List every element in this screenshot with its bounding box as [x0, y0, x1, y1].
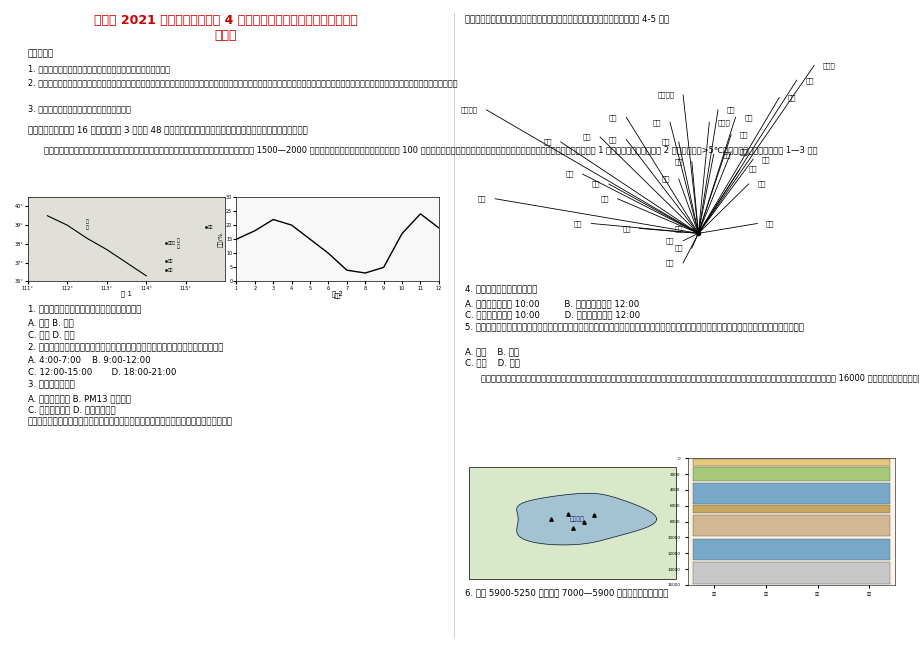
- Text: 长沙: 长沙: [661, 176, 669, 182]
- Text: A. 气温显著下降 B. PM13 浓度下降: A. 气温显著下降 B. PM13 浓度下降: [28, 394, 130, 403]
- Text: 海口: 海口: [665, 260, 674, 266]
- Text: C. 12:00-15:00       D. 18:00-21:00: C. 12:00-15:00 D. 18:00-21:00: [28, 368, 176, 377]
- Text: C. 西北    D. 西南: C. 西北 D. 西南: [464, 359, 519, 368]
- Text: 石家庄: 石家庄: [168, 241, 176, 245]
- Polygon shape: [516, 493, 656, 545]
- Text: 长春: 长春: [805, 77, 813, 83]
- Bar: [693, 515, 889, 536]
- Text: 茶卡盐湖: 茶卡盐湖: [569, 516, 584, 522]
- Text: 影子起点对齐再叠置到一起，终点正好显示了各个城市的相对位置。据此完成 4-5 题。: 影子起点对齐再叠置到一起，终点正好显示了各个城市的相对位置。据此完成 4-5 题…: [464, 14, 668, 23]
- Text: 杭州: 杭州: [748, 166, 756, 172]
- Text: C. 降水概率增加 D. 湿度明显升高: C. 降水概率增加 D. 湿度明显升高: [28, 406, 115, 415]
- Text: 济南: 济南: [739, 131, 747, 138]
- Text: 澳门: 澳门: [665, 237, 674, 244]
- Text: （一）: （一）: [214, 29, 236, 42]
- Text: 3. 焚风出现时（）: 3. 焚风出现时（）: [28, 380, 74, 389]
- Text: 福州: 福州: [756, 181, 765, 187]
- Text: 图 1: 图 1: [121, 291, 131, 298]
- Bar: [693, 467, 889, 481]
- Text: 石家庄: 石家庄: [718, 119, 730, 125]
- Text: A. 4:00-7:00    B. 9:00-12:00: A. 4:00-7:00 B. 9:00-12:00: [28, 356, 150, 365]
- Text: A. 春季 B. 夏季: A. 春季 B. 夏季: [28, 318, 74, 328]
- Text: 邢台: 邢台: [168, 259, 173, 263]
- Bar: [693, 562, 889, 584]
- Bar: [693, 506, 889, 514]
- Bar: [693, 483, 889, 504]
- Text: 河北省 2021 届高三地理下学期 4 月学业水平等级考试（模拟卷）试题: 河北省 2021 届高三地理下学期 4 月学业水平等级考试（模拟卷）试题: [94, 14, 357, 27]
- Text: 注意事项：: 注意事项：: [28, 49, 54, 58]
- FancyBboxPatch shape: [469, 467, 675, 578]
- Text: 哈尔滨: 哈尔滨: [823, 62, 834, 69]
- Text: 香港: 香港: [674, 245, 682, 252]
- Text: 北京: 北京: [726, 107, 734, 113]
- Text: 1. 答卷前，考生务必将自己的姓名、准考证号填写在答题卡上。: 1. 答卷前，考生务必将自己的姓名、准考证号填写在答题卡上。: [28, 64, 169, 73]
- Text: 武汉: 武汉: [674, 159, 682, 165]
- Text: 1. 河北中南部地区焚风出现频率最高的季节是（: 1. 河北中南部地区焚风出现频率最高的季节是（: [28, 304, 141, 313]
- Text: 保定: 保定: [208, 225, 212, 229]
- Text: C. 秋季 D. 冬季: C. 秋季 D. 冬季: [28, 330, 74, 339]
- Text: 重庆: 重庆: [591, 181, 599, 187]
- Text: 乌鲁木齐: 乌鲁木齐: [460, 107, 477, 113]
- Text: 一、选择题：本题共 16 小题，每小题 3 分，共 48 分。在每小题给出的四个选项中，只有一项是符合题目要求的。: 一、选择题：本题共 16 小题，每小题 3 分，共 48 分。在每小题给出的四个…: [28, 125, 307, 135]
- Text: C. 秋分日北京时间 10:00         D. 冬至日北京时间 12:00: C. 秋分日北京时间 10:00 D. 冬至日北京时间 12:00: [464, 311, 639, 320]
- Bar: [693, 539, 889, 560]
- Y-axis label: 频率/%: 频率/%: [218, 231, 223, 247]
- Text: 南宁: 南宁: [621, 225, 630, 231]
- Text: 成都: 成都: [565, 171, 573, 177]
- Text: 茶卡盐湖位于柴达木盆地的最东段，祁连山南缘山间自流小盆地内（如左图）。科研小组通过钻孔研究盐湖盐类矿物、碳酸盐矿物、碎屑岩矿物，揭示了该湖距今 16000 年以: 茶卡盐湖位于柴达木盆地的最东段，祁连山南缘山间自流小盆地内（如左图）。科研小组通…: [481, 373, 919, 382]
- Text: 银川: 银川: [608, 114, 617, 120]
- Text: 拉萨: 拉萨: [478, 196, 486, 202]
- Text: 河
北: 河 北: [85, 219, 88, 230]
- Text: 6. 距今 5900-5250 年与距今 7000—5900 年相比，茶卡盐湖（）: 6. 距今 5900-5250 年与距今 7000—5900 年相比，茶卡盐湖（…: [464, 588, 667, 597]
- Text: 2. 回答选择题时，选出每小题答案后，用铅笔把答题卡上对应题目的答案标号涂黑。如需改动，用橡皮擦干净后，再选涂其他答案标号。回答非选择题时，将答案写在答题卡上，: 2. 回答选择题时，选出每小题答案后，用铅笔把答题卡上对应题目的答案标号涂黑。如…: [28, 79, 457, 88]
- Text: 太原: 太原: [652, 119, 661, 125]
- Text: 南京: 南京: [739, 149, 747, 155]
- Text: 台北: 台北: [766, 220, 774, 227]
- Text: 天津: 天津: [743, 114, 752, 120]
- Text: 广州: 广州: [674, 225, 682, 231]
- Text: 平
原: 平 原: [176, 238, 179, 249]
- Text: 沈阳: 沈阳: [787, 94, 796, 101]
- Text: 呼和浩特: 呼和浩特: [657, 92, 674, 98]
- Text: 下页图展示了某日同一时刻全国各省级行政中心的影子情况，保持这些影子的方位不变，将: 下页图展示了某日同一时刻全国各省级行政中心的影子情况，保持这些影子的方位不变，将: [28, 417, 233, 426]
- Text: 图 2: 图 2: [332, 291, 343, 298]
- Text: 西安: 西安: [608, 136, 617, 143]
- Text: 2. 焚风的日变化非常明显，一天中河北中南部地区受焚风影响概率最大的时段是（）: 2. 焚风的日变化非常明显，一天中河北中南部地区受焚风影响概率最大的时段是（）: [28, 342, 222, 351]
- X-axis label: 月份: 月份: [334, 293, 341, 299]
- Text: 贵阳: 贵阳: [600, 196, 608, 202]
- Text: 郑州: 郑州: [661, 138, 669, 145]
- Text: 4. 图示日期和时刻分别是（）: 4. 图示日期和时刻分别是（）: [464, 285, 537, 294]
- Bar: [693, 459, 889, 466]
- Text: 5. 日出或日落时分，光线被巨大的山体阻挡时，背光面就有可能出现三角形的山影。图示日期六个月后，观测夏威夷某高山日出时的山影应朝向（）: 5. 日出或日落时分，光线被巨大的山体阻挡时，背光面就有可能出现三角形的山影。图…: [464, 322, 802, 332]
- Text: 焚风是过山气流在下沉时形成的一种干热的地方性风。位于我国黄土高原东部的太行山，海拔在 1500—2000 米，东侧坡度很大，直接下降到海拔不足 100 米的平原: 焚风是过山气流在下沉时形成的一种干热的地方性风。位于我国黄土高原东部的太行山，海…: [44, 145, 817, 154]
- Text: 合肥: 合肥: [721, 151, 730, 157]
- Text: 西宁: 西宁: [543, 138, 551, 145]
- Text: 昆明: 昆明: [573, 220, 582, 227]
- Text: 上海: 上海: [761, 156, 769, 162]
- Text: A. 东北    B. 东南: A. 东北 B. 东南: [464, 347, 518, 356]
- Text: 兰州: 兰州: [583, 134, 591, 140]
- Text: A. 春分日北京时间 10:00         B. 夏至日北京时间 12:00: A. 春分日北京时间 10:00 B. 夏至日北京时间 12:00: [464, 299, 638, 308]
- Text: 邯郸: 邯郸: [168, 268, 173, 272]
- Text: 3. 考试结束后，将本试卷和答题卡一并交回。: 3. 考试结束后，将本试卷和答题卡一并交回。: [28, 105, 130, 114]
